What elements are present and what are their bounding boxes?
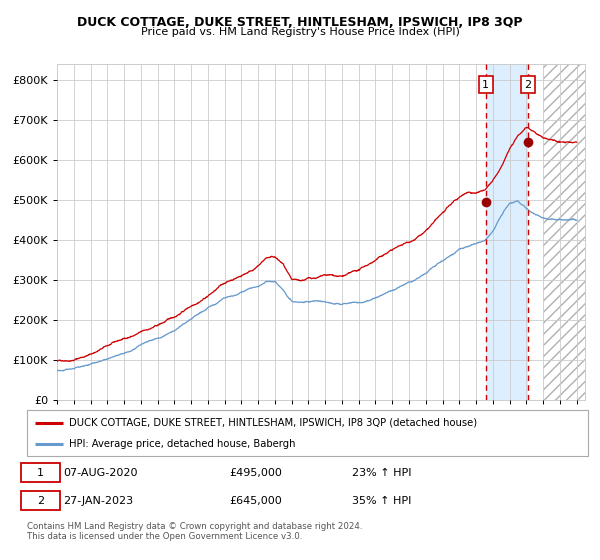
Text: DUCK COTTAGE, DUKE STREET, HINTLESHAM, IPSWICH, IP8 3QP: DUCK COTTAGE, DUKE STREET, HINTLESHAM, I…	[77, 16, 523, 29]
Text: HPI: Average price, detached house, Babergh: HPI: Average price, detached house, Babe…	[69, 439, 296, 449]
Text: 35% ↑ HPI: 35% ↑ HPI	[352, 496, 412, 506]
Text: Price paid vs. HM Land Registry's House Price Index (HPI): Price paid vs. HM Land Registry's House …	[140, 27, 460, 37]
Text: DUCK COTTAGE, DUKE STREET, HINTLESHAM, IPSWICH, IP8 3QP (detached house): DUCK COTTAGE, DUKE STREET, HINTLESHAM, I…	[69, 418, 477, 428]
Text: 23% ↑ HPI: 23% ↑ HPI	[352, 468, 412, 478]
Text: Contains HM Land Registry data © Crown copyright and database right 2024.
This d: Contains HM Land Registry data © Crown c…	[27, 522, 362, 542]
Text: £495,000: £495,000	[229, 468, 282, 478]
FancyBboxPatch shape	[27, 410, 588, 456]
Text: 27-JAN-2023: 27-JAN-2023	[64, 496, 134, 506]
Text: 07-AUG-2020: 07-AUG-2020	[64, 468, 138, 478]
Text: 2: 2	[37, 496, 44, 506]
Bar	[543, 64, 585, 400]
Text: £645,000: £645,000	[229, 496, 282, 506]
FancyBboxPatch shape	[22, 463, 59, 482]
Text: 1: 1	[37, 468, 44, 478]
Text: 1: 1	[482, 80, 489, 90]
Bar	[543, 64, 585, 400]
FancyBboxPatch shape	[22, 491, 59, 510]
Text: 2: 2	[524, 80, 531, 90]
Bar	[486, 64, 528, 400]
